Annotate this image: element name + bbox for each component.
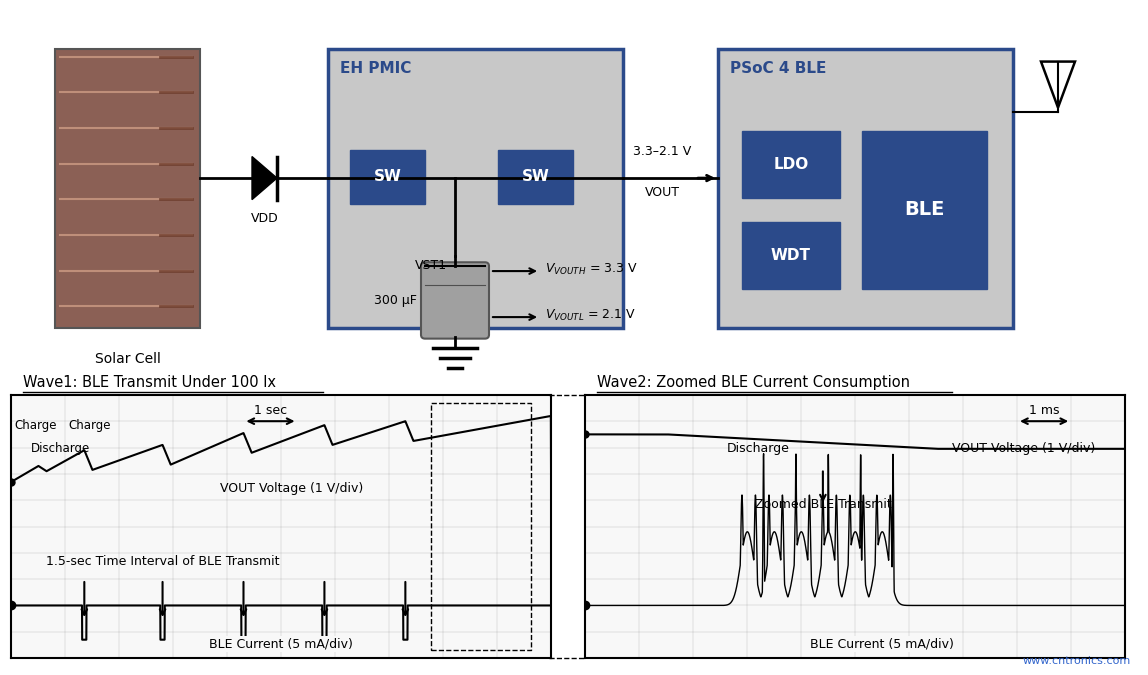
Text: SW: SW	[521, 169, 550, 184]
Text: BLE Current (5 mA/div): BLE Current (5 mA/div)	[810, 638, 954, 651]
Text: VOUT: VOUT	[644, 186, 680, 199]
Text: 1.5-sec Time Interval of BLE Transmit: 1.5-sec Time Interval of BLE Transmit	[46, 556, 279, 568]
Text: Solar Cell: Solar Cell	[94, 352, 161, 367]
Text: Wave1: BLE Transmit Under 100 lx: Wave1: BLE Transmit Under 100 lx	[23, 375, 276, 389]
Text: 1 sec: 1 sec	[254, 404, 287, 417]
FancyBboxPatch shape	[350, 150, 425, 204]
Text: SW: SW	[373, 169, 402, 184]
Text: 1 ms: 1 ms	[1029, 404, 1060, 417]
FancyBboxPatch shape	[862, 131, 987, 289]
Text: Charge: Charge	[15, 418, 57, 432]
Text: VDD: VDD	[251, 213, 279, 225]
Text: VST1: VST1	[414, 259, 447, 272]
Polygon shape	[253, 157, 277, 200]
Text: WDT: WDT	[771, 248, 810, 263]
Text: VOUT Voltage (1 V/div): VOUT Voltage (1 V/div)	[220, 482, 364, 495]
Polygon shape	[1041, 61, 1075, 107]
FancyBboxPatch shape	[328, 49, 623, 328]
FancyBboxPatch shape	[742, 131, 840, 198]
Text: Discharge: Discharge	[727, 442, 790, 456]
FancyBboxPatch shape	[742, 222, 840, 289]
Text: PSoC 4 BLE: PSoC 4 BLE	[730, 61, 827, 76]
Text: BLE: BLE	[905, 200, 945, 219]
Text: Charge: Charge	[69, 418, 111, 432]
Text: EH PMIC: EH PMIC	[340, 61, 411, 76]
FancyBboxPatch shape	[718, 49, 1013, 328]
Text: Zoomed BLE Transmit: Zoomed BLE Transmit	[754, 497, 891, 511]
Text: 3.3–2.1 V: 3.3–2.1 V	[633, 146, 691, 159]
Text: 300 µF: 300 µF	[374, 294, 417, 307]
FancyBboxPatch shape	[55, 49, 200, 328]
FancyBboxPatch shape	[421, 263, 489, 339]
Text: $V_{VOUTL}$ = 2.1 V: $V_{VOUTL}$ = 2.1 V	[545, 308, 636, 323]
Text: VOUT Voltage (1 V/div): VOUT Voltage (1 V/div)	[953, 442, 1095, 456]
Text: LDO: LDO	[774, 157, 808, 172]
FancyBboxPatch shape	[498, 150, 573, 204]
Text: BLE Current (5 mA/div): BLE Current (5 mA/div)	[209, 638, 354, 651]
Text: $V_{VOUTH}$ = 3.3 V: $V_{VOUTH}$ = 3.3 V	[545, 262, 638, 277]
Text: www.cntronics.com: www.cntronics.com	[1023, 657, 1131, 666]
Text: Wave2: Zoomed BLE Current Consumption: Wave2: Zoomed BLE Current Consumption	[597, 375, 909, 389]
Text: Discharge: Discharge	[30, 442, 90, 456]
